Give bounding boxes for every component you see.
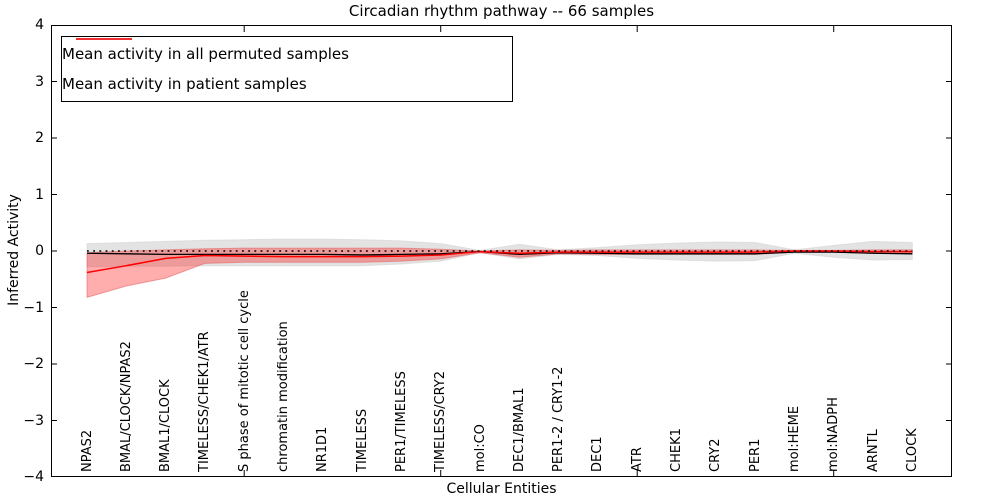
x-category-label: DEC1 <box>590 436 606 472</box>
x-category-label: CRY2 <box>708 438 724 473</box>
x-category-label: DEC1/BMAL1 <box>511 387 527 473</box>
x-category-label: CHEK1 <box>669 428 684 472</box>
y-tick-label: −3 <box>23 412 44 429</box>
x-category-label: mol:HEME <box>786 405 802 472</box>
y-tick-label: 1 <box>35 186 44 203</box>
x-category-label: NPAS2 <box>79 429 95 472</box>
x-category-label: TIMELESS <box>354 408 370 472</box>
x-category-label: TIMELESS/CRY2 <box>433 370 449 472</box>
plot-area: NPAS2 BMAL/CLOCK/NPAS2 BMAL1/CLOCK TIMELESS… <box>51 25 952 477</box>
legend-label: Mean activity in patient samples <box>62 74 307 93</box>
y-tick-label: 2 <box>35 130 44 146</box>
plot-canvas <box>52 26 951 476</box>
y-tick-label: 0 <box>35 243 44 259</box>
x-category-label: PER1-2 / CRY1-2 <box>551 366 567 472</box>
legend-entry-permuted: Mean activity in all permuted samples <box>62 38 512 69</box>
y-tick-label: 4 <box>35 17 44 33</box>
x-category-label: CLOCK <box>904 428 920 472</box>
x-axis-label: Cellular Entities <box>446 481 557 497</box>
chart-title: Circadian rhythm pathway -- 66 samples <box>348 2 655 20</box>
x-category-label: ARNTL <box>865 429 881 472</box>
x-category-label: PER1 <box>747 438 763 472</box>
x-category-label: ATR <box>629 447 645 472</box>
y-tick-label: −1 <box>23 299 44 316</box>
x-category-label: BMAL/CLOCK/NPAS2 <box>118 341 134 472</box>
x-category-label: TIMELESS/CHEK1/ATR <box>197 331 213 472</box>
x-category-label: chromatin modification <box>276 321 291 472</box>
y-tick-label: −4 <box>23 469 44 485</box>
x-category-label: S phase of mitotic cell cycle <box>236 290 252 472</box>
legend-label: Mean activity in all permuted samples <box>62 44 349 63</box>
red-line-sample-icon <box>76 38 132 40</box>
x-category-label: NR1D1 <box>315 426 331 472</box>
x-category-label: BMAL1/CLOCK <box>158 379 174 472</box>
y-tick-label: 3 <box>35 73 44 90</box>
x-category-label: mol:NADPH <box>826 397 842 472</box>
legend: Mean activity in all permuted samples Me… <box>61 36 513 102</box>
x-category-label: mol:CO <box>472 424 488 472</box>
legend-entry-patient: Mean activity in patient samples <box>62 38 512 99</box>
x-category-label: PER1/TIMELESS <box>393 371 409 472</box>
y-tick-label: −2 <box>23 356 44 372</box>
